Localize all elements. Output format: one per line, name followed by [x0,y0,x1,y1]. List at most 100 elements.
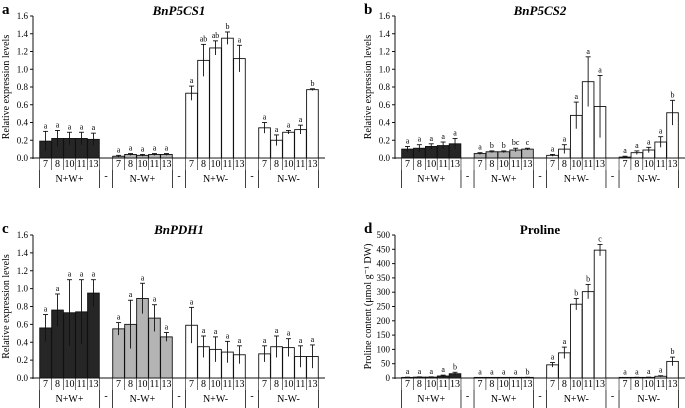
x-tick-label: 10 [499,159,509,170]
x-tick-label: 13 [88,159,98,170]
y-tick-label: 500 [377,230,391,240]
x-tick-label: 11 [511,379,521,390]
group-separator: - [104,171,107,182]
significance-letter: a [647,367,651,376]
bar [306,89,319,159]
x-tick-label: 10 [571,379,581,390]
x-tick-label: 8 [128,159,133,170]
significance-letter: bc [512,138,520,147]
y-tick-label: 1.4 [17,29,29,39]
x-tick-label: 10 [426,379,436,390]
group-separator: - [611,171,614,182]
x-tick-label: 11 [150,159,160,170]
group-separator: - [250,171,253,182]
group-label: N+W+ [56,394,84,405]
y-tick-label: 0.8 [17,302,29,312]
significance-letter: a [80,122,84,131]
significance-letter: a [214,327,218,336]
group-separator: - [466,171,469,182]
significance-letter: a [429,367,433,376]
significance-letter: a [226,331,230,340]
significance-letter: b [310,79,314,88]
y-tick-label: 0.0 [17,373,29,383]
significance-letter: a [441,365,445,374]
x-tick-label: 10 [211,379,221,390]
bar [593,249,607,379]
group-separator: - [466,391,469,402]
x-tick-label: 13 [450,379,460,390]
significance-letter: a [659,366,663,375]
bar [497,151,511,159]
significance-letter: b [671,90,675,99]
x-tick-label: 11 [438,159,448,170]
significance-letter: c [526,138,530,147]
panel-c: c BnPDH1 Relative expression levels 0.0 0.2 0… [1,221,325,408]
significance-letter: a [190,297,194,306]
significance-letter: a [418,367,422,376]
y-tick-label: 0.6 [17,100,29,110]
significance-letter: a [68,270,72,279]
significance-letter: a [165,322,169,331]
x-tick-label: 7 [43,379,48,390]
chart-title: BnP5CS2 [513,3,567,18]
significance-letter: a [165,144,169,153]
significance-letter: a [56,120,60,129]
significance-letter: b [671,347,675,356]
x-tick-label: 8 [417,379,422,390]
significance-letter: a [586,47,590,56]
x-tick-label: 11 [296,379,306,390]
significance-letter: b [225,22,229,31]
bar [185,92,198,159]
panel-d: d Proline Proline content (μmol g⁻¹ DW) 0 50… [363,221,685,408]
x-tick-label: 8 [489,159,494,170]
bar [160,336,173,379]
significance-letter: a [563,135,567,144]
x-tick-label: 7 [405,379,410,390]
significance-letter: b [502,141,506,150]
significance-letter: c [598,234,602,243]
x-tick-label: 11 [656,379,666,390]
significance-letter: ab [200,34,208,43]
group-label: N+W+ [417,174,445,185]
x-tick-label: 13 [668,159,678,170]
bar [233,58,246,159]
y-tick-label: 1.4 [17,248,29,258]
x-tick-label: 10 [65,159,75,170]
group-label: N+W- [564,394,589,405]
significance-letter: a [117,145,121,154]
group-label: N+W- [564,174,589,185]
group-separator: - [177,391,180,402]
x-tick-label: 7 [262,379,267,390]
x-tick-label: 10 [426,159,436,170]
significance-letter: a [551,144,555,153]
group-separator: - [250,391,253,402]
group-separator: - [538,171,541,182]
significance-letter: a [44,305,48,314]
x-tick-label: 13 [161,159,171,170]
x-tick-label: 11 [438,379,448,390]
x-tick-label: 13 [234,379,244,390]
group-nw: a 7 a 8 b 10 b 11 c 13 N+W- - [546,234,614,408]
x-tick-label: 10 [65,379,75,390]
x-tick-label: 13 [234,159,244,170]
x-tick-label: 13 [450,159,460,170]
significance-letter: a [129,290,133,299]
significance-letter: a [92,123,96,132]
y-tick-label: 0.4 [17,337,29,347]
group-label: N-W+ [130,174,156,185]
y-tick-label: 0.4 [379,118,391,128]
x-tick-label: 11 [583,159,593,170]
significance-letter: a [141,273,145,282]
significance-letter: a [563,337,567,346]
significance-letter: a [574,92,578,101]
bar [221,37,234,159]
x-tick-label: 7 [189,379,194,390]
x-tick-label: 11 [511,159,521,170]
x-tick-label: 8 [417,159,422,170]
